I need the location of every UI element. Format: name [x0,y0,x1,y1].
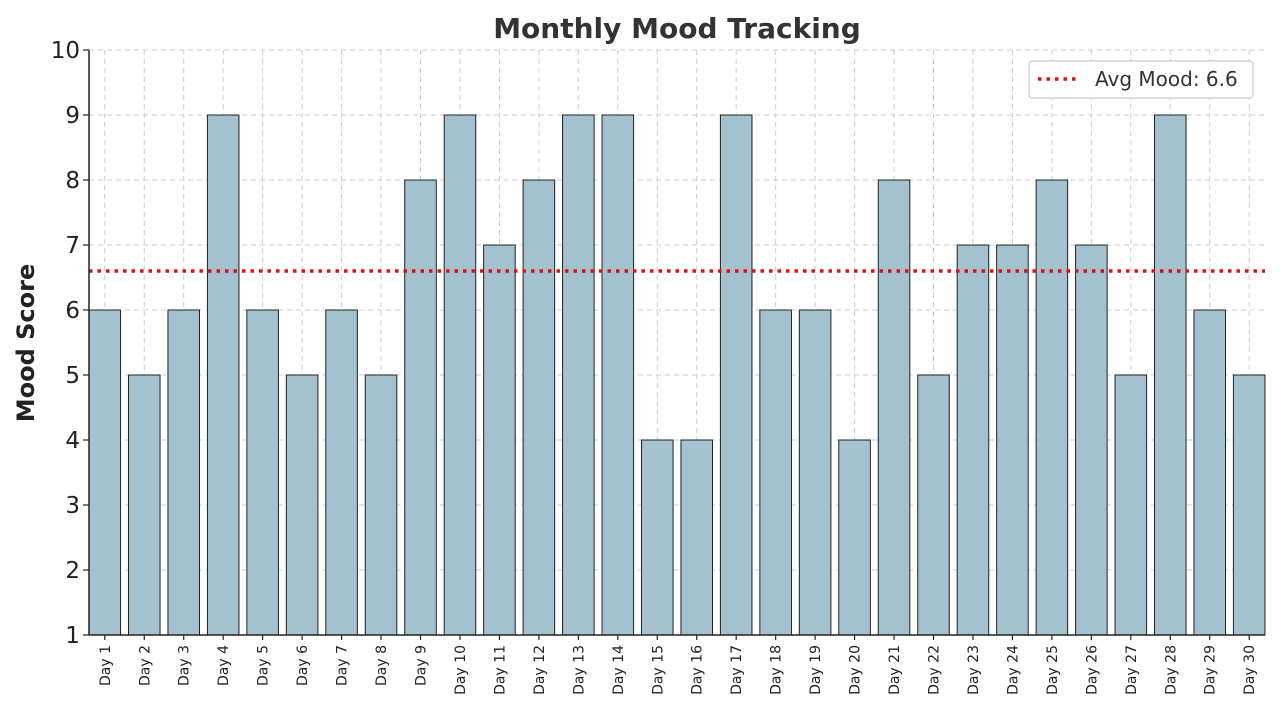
x-tick-label: Day 4 [216,645,232,686]
y-tick-labels: 1 2 3 4 5 6 7 8 9 10 [51,38,80,649]
x-tick-label: Day 1 [98,645,114,686]
x-tick-label: Day 17 [729,645,745,695]
chart-title: Monthly Mood Tracking [493,12,861,45]
x-tick-label: Day 13 [571,645,587,695]
bar-day-11 [483,244,516,636]
x-tick-label: Day 27 [1124,645,1140,695]
y-tick-label: 5 [65,363,80,389]
axes [83,49,1265,640]
x-tick-label: Day 30 [1242,645,1258,695]
legend-box [1028,60,1254,99]
legend: Avg Mood: 6.6 [1028,60,1254,99]
bar-day-26 [1075,244,1108,636]
bar-day-5 [246,309,279,636]
bar-day-6 [285,374,319,636]
x-tick-label: Day 12 [532,645,548,695]
y-tick-label: 2 [65,558,80,584]
y-tick-label: 6 [65,298,80,324]
x-tick-label: Day 20 [848,645,864,695]
bar-day-22 [917,374,950,636]
bar-day-24 [996,244,1029,636]
x-tick-label: Day 15 [650,645,666,695]
bar-day-7 [325,309,358,636]
y-tick-label: 1 [65,623,80,649]
y-tick-label: 9 [65,103,80,129]
x-tick-label: Day 24 [1005,645,1021,695]
bar-day-25 [1035,179,1069,636]
x-tick-label: Day 23 [966,645,982,695]
x-tick-label: Day 6 [295,645,311,686]
bar-day-19 [798,309,832,636]
bars [88,114,1266,636]
bar-day-9 [404,179,437,636]
y-tick-label: 10 [51,38,80,64]
x-tick-label: Day 28 [1163,645,1179,695]
y-axis-label: Mood Score [12,264,40,423]
bar-day-1 [88,309,122,636]
x-tick-label: Day 3 [177,645,193,686]
bar-day-3 [167,309,201,636]
x-tick-label: Day 19 [808,645,824,695]
x-tick-label: Day 14 [611,645,627,695]
x-tick-label: Day 16 [690,645,706,695]
bar-day-21 [877,179,911,636]
bar-day-27 [1114,374,1148,636]
x-tick-label: Day 7 [335,645,351,686]
x-tick-label: Day 25 [1045,645,1061,695]
y-tick-label: 3 [65,493,80,519]
bar-day-13 [562,114,595,636]
bar-day-15 [640,439,674,636]
bar-day-4 [206,114,240,636]
x-tick-labels: Day 1 Day 2 Day 3 Day 4 Day 5 Day 6 Day 7 Day 8… [98,645,1258,695]
x-tick-label: Day 26 [1084,645,1100,695]
x-tick-label: Day 29 [1203,645,1219,695]
bar-day-12 [522,179,556,636]
bar-day-17 [719,114,753,636]
x-tick-label: Day 10 [453,645,469,695]
x-tick-label: Day 18 [769,645,785,695]
bar-day-14 [601,114,635,636]
bar-day-30 [1232,374,1266,636]
y-tick-label: 7 [65,233,80,259]
y-tick-label: 8 [65,168,80,194]
bar-day-23 [956,244,990,636]
bar-day-16 [680,439,714,636]
bar-day-18 [759,309,792,636]
bar-day-2 [127,374,161,636]
x-tick-label: Day 5 [256,645,272,686]
x-tick-label: Day 9 [413,645,429,686]
legend-label: Avg Mood: 6.6 [1095,67,1238,91]
bar-day-8 [364,374,398,636]
x-tick-label: Day 8 [374,645,390,686]
x-tick-label: Day 21 [887,645,903,695]
bar-day-20 [838,439,871,636]
x-tick-label: Day 11 [492,645,508,695]
bar-day-10 [443,114,477,636]
bar-day-28 [1153,114,1187,636]
bar-day-29 [1193,309,1227,636]
x-tick-label: Day 2 [137,645,153,686]
y-tick-label: 4 [65,428,80,454]
x-tick-label: Day 22 [927,645,943,695]
